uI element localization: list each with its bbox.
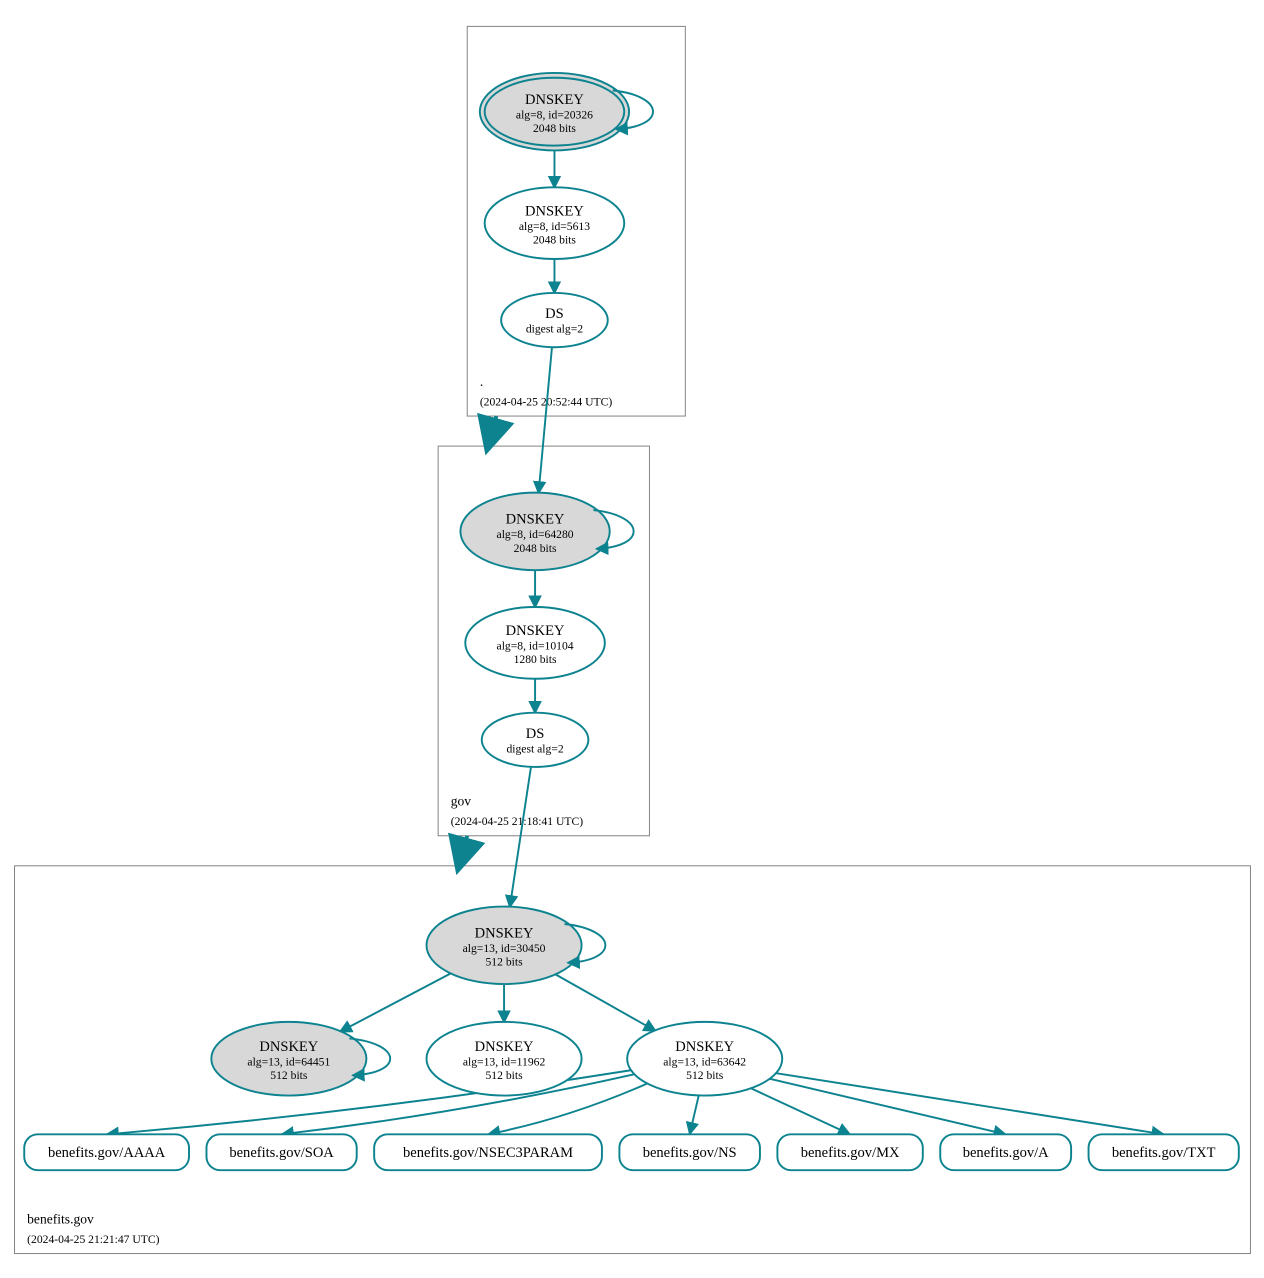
record-label: benefits.gov/NS [643,1145,737,1161]
zone-timestamp: (2024-04-25 21:18:41 UTC) [451,815,584,828]
node-title: DNSKEY [475,1039,534,1055]
node-line3: 1280 bits [514,653,557,666]
node-line3: 2048 bits [533,234,576,247]
node-title: DNSKEY [259,1039,318,1055]
dnssec-diagram: .(2024-04-25 20:52:44 UTC)gov(2024-04-25… [0,0,1264,1278]
node-line3: 512 bits [485,1069,523,1082]
zone-arrow [489,416,497,444]
zone-arrow [459,836,467,864]
node-title: DNSKEY [506,623,565,639]
edge [510,766,531,907]
node-line2: digest alg=2 [526,323,583,336]
node-title: DNSKEY [525,203,584,219]
record-label: benefits.gov/AAAA [48,1145,166,1161]
node-line2: alg=8, id=10104 [497,640,574,653]
record-label: benefits.gov/A [963,1145,1049,1161]
edge [340,973,452,1032]
node-title: DNSKEY [525,92,584,108]
node-line3: 2048 bits [533,122,576,135]
node-title: DNSKEY [506,512,565,528]
edges [107,150,1164,1135]
record-label: benefits.gov/SOA [229,1145,334,1161]
node-line2: alg=8, id=5613 [519,220,590,233]
node-title: DNSKEY [675,1039,734,1055]
node-title: DS [526,726,545,742]
node-line2: digest alg=2 [506,742,563,755]
zone-label: benefits.gov [27,1212,94,1227]
node-line2: alg=13, id=63642 [663,1056,746,1069]
record-label: benefits.gov/NSEC3PARAM [403,1145,573,1161]
edge [690,1095,699,1135]
node-title: DS [545,306,564,322]
zone-timestamp: (2024-04-25 21:21:47 UTC) [27,1233,160,1246]
node-line2: alg=8, id=64280 [497,528,574,541]
record-label: benefits.gov/MX [801,1145,900,1161]
zone-label: gov [451,794,472,809]
node-line2: alg=13, id=11962 [463,1056,546,1069]
zone-label: . [480,374,483,389]
record-label: benefits.gov/TXT [1112,1145,1216,1161]
node-line2: alg=13, id=30450 [463,942,546,955]
edge [768,1078,1005,1134]
node-line3: 512 bits [270,1069,308,1082]
edge [554,974,655,1031]
node-line2: alg=8, id=20326 [516,108,593,121]
node-line3: 512 bits [485,956,523,969]
node-line3: 512 bits [686,1069,724,1082]
node-line2: alg=13, id=64451 [247,1056,330,1069]
node-line3: 2048 bits [514,542,557,555]
node-title: DNSKEY [475,926,534,942]
edge [539,347,552,494]
